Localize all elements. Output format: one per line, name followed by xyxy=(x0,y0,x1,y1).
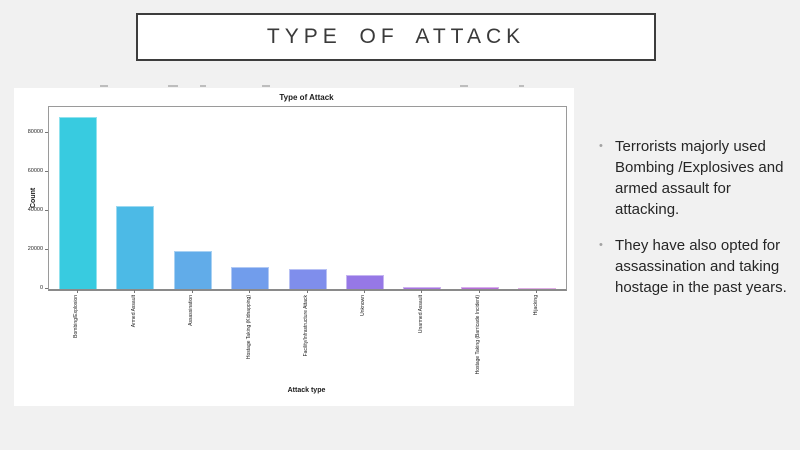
bar-unarmed-assault xyxy=(403,287,442,289)
notes-column: • Terrorists majorly used Bombing /Explos… xyxy=(599,136,795,298)
x-axis-label: Attack type xyxy=(287,387,326,394)
x-tick-label: Hijacking xyxy=(532,295,539,316)
y-tick-label: 0 xyxy=(39,285,43,291)
bullet-text: Terrorists majorly used Bombing /Explosi… xyxy=(615,138,784,218)
bar-hostage-taking-barricade-incident- xyxy=(460,287,499,289)
attack-type-chart: Type of Attack Count Bombing/Explosion Ar… xyxy=(14,85,574,406)
bar-hijacking xyxy=(518,287,557,289)
chart-title: Type of Attack xyxy=(279,93,334,102)
y-tick-label: 80000 xyxy=(27,128,43,135)
x-tick-label: Unarmed Assault xyxy=(417,295,424,334)
cropped-text-artifact xyxy=(100,85,108,87)
x-tick-mark xyxy=(306,290,308,293)
x-tick-label: Facility/Infrastructure Attack xyxy=(303,295,309,357)
bar-armed-assault xyxy=(116,205,155,289)
slide-title: TYPE OF ATTACK xyxy=(266,25,526,48)
bullet-dot-icon: • xyxy=(599,140,603,152)
x-tick-mark xyxy=(363,290,365,293)
x-tick-mark xyxy=(134,290,136,293)
bar-assassination xyxy=(173,251,212,289)
x-tick-label: Assassination xyxy=(188,295,195,326)
x-tick-label: Bombing/Explosion xyxy=(73,295,80,338)
y-tick-mark xyxy=(45,131,48,133)
x-tick-label: Hostage Taking (Barricade Incident) xyxy=(475,295,482,375)
x-tick-mark xyxy=(536,290,538,293)
bullet-item: • They have also opted for assassination … xyxy=(599,235,795,298)
y-tick-mark xyxy=(45,288,48,289)
y-tick-mark xyxy=(45,248,48,250)
y-tick-label: 60000 xyxy=(27,167,43,174)
x-tick-mark xyxy=(478,290,480,293)
x-tick-label: Armed Assault xyxy=(130,295,137,328)
bullet-dot-icon: • xyxy=(599,239,603,251)
x-tick-label: Hostage Taking (Kidnapping) xyxy=(245,295,252,360)
cropped-text-artifact xyxy=(168,85,178,87)
y-tick-mark xyxy=(45,170,48,172)
x-tick-mark xyxy=(249,290,251,293)
bar-unknown xyxy=(345,274,384,289)
bar-hostage-taking-kidnapping- xyxy=(231,267,270,289)
bar-facility-infrastructure-attack xyxy=(288,268,327,289)
cropped-text-artifact xyxy=(519,85,524,87)
bar-bombing-explosion xyxy=(58,116,97,289)
x-tick-mark xyxy=(76,290,78,293)
cropped-text-artifact xyxy=(200,85,206,87)
y-tick-label: 40000 xyxy=(27,206,43,213)
cropped-text-artifact xyxy=(460,85,468,87)
cropped-text-artifact xyxy=(262,85,270,87)
y-tick-label: 20000 xyxy=(27,245,43,252)
plot-area xyxy=(48,106,567,291)
bullet-item: • Terrorists majorly used Bombing /Explos… xyxy=(599,136,795,220)
slide-title-box: TYPE OF ATTACK xyxy=(136,13,656,61)
y-tick-mark xyxy=(45,209,48,211)
bullet-text: They have also opted for assassination a… xyxy=(615,237,787,296)
x-tick-mark xyxy=(191,290,193,293)
x-tick-mark xyxy=(421,290,423,293)
x-tick-label: Unknown xyxy=(360,295,367,316)
